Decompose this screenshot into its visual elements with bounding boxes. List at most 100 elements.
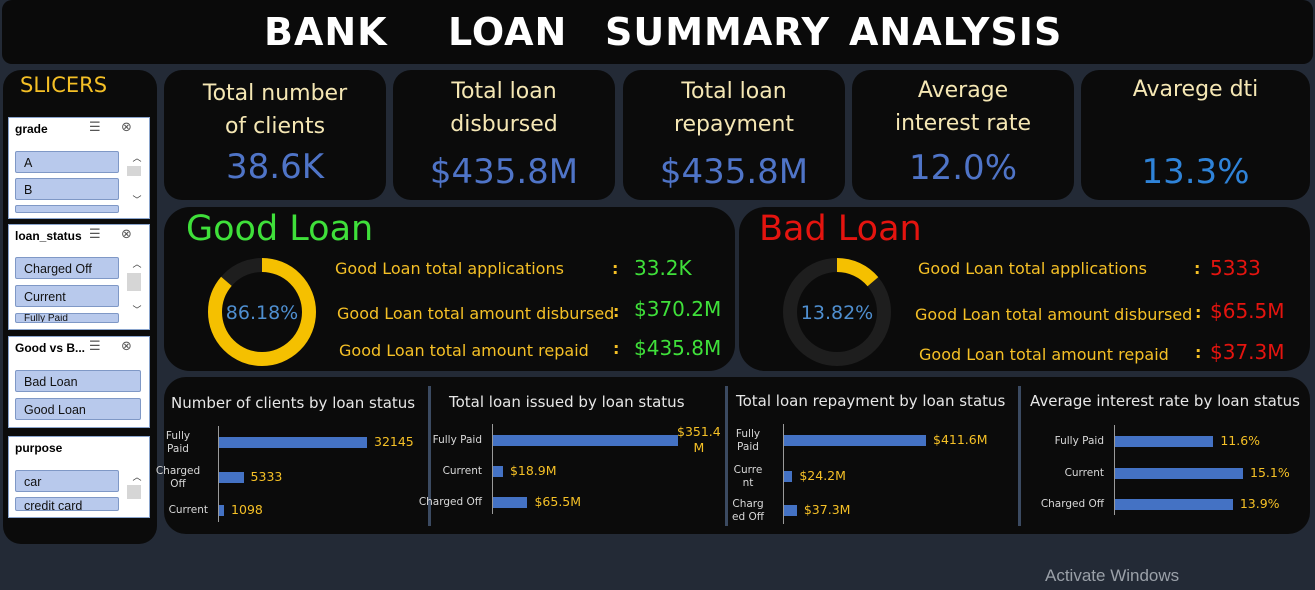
slicer-loan-status[interactable]: loan_status ☰ ⊗ Charged Off Current Full… [8, 224, 150, 330]
slicer-purpose[interactable]: purpose car credit card ︿ [8, 436, 150, 518]
donut-arc [783, 258, 891, 366]
good-loan-row-label: Good Loan total amount disbursed [337, 304, 615, 323]
bad-loan-row-value: 5333 [1210, 256, 1261, 280]
chart-data-label: 11.6% [1220, 433, 1261, 448]
scrollbar-thumb[interactable] [127, 166, 141, 176]
good-loan-panel: Good Loan 86.18% Good Loan total applica… [164, 207, 735, 371]
title-word-bank: BANK [264, 10, 388, 54]
scroll-down-icon[interactable]: ﹀ [132, 306, 142, 316]
chart-data-label: $37.3M [803, 502, 851, 517]
scroll-up-icon[interactable]: ︿ [132, 154, 142, 164]
chart-data-label: $65.5M [534, 494, 582, 509]
clear-filter-icon[interactable]: ⊗ [121, 339, 132, 354]
scrollbar-thumb[interactable] [127, 485, 141, 499]
kpi-label: Average [917, 78, 1009, 103]
chart-category-label: Current [168, 504, 208, 516]
donut-arc [208, 258, 316, 366]
kpi-card-interest: Average interest rate 12.0% [852, 70, 1074, 200]
kpi-value: 13.3% [1141, 152, 1250, 192]
good-loan-title: Good Loan [186, 209, 374, 249]
slicer-loan-status-label: loan_status [15, 229, 82, 243]
slicers-title: SLICERS [20, 73, 108, 97]
slicer-item-charged-off[interactable]: Charged Off [15, 257, 119, 279]
good-loan-row-value: $435.8M [634, 336, 722, 360]
slicer-item-bad-loan[interactable]: Bad Loan [15, 370, 141, 392]
chart-bar [493, 435, 678, 446]
multi-select-icon[interactable]: ☰ [89, 120, 101, 135]
good-loan-row-label: Good Loan total amount repaid [339, 341, 589, 360]
bad-loan-panel: Bad Loan 13.82% Good Loan total applicat… [739, 207, 1310, 371]
clear-filter-icon[interactable]: ⊗ [121, 227, 132, 242]
chart-bar [219, 472, 244, 483]
chart-category-label: Charged Off [1040, 498, 1104, 510]
scroll-up-icon[interactable]: ︿ [132, 260, 142, 270]
kpi-label: interest rate [894, 111, 1032, 136]
clear-filter-icon[interactable]: ⊗ [121, 120, 132, 135]
bad-loan-donut: 13.82% [783, 258, 891, 366]
chart-data-label: 15.1% [1250, 465, 1290, 480]
bad-loan-row-label: Good Loan total amount repaid [919, 345, 1169, 364]
activate-windows-watermark: Activate Windows [1045, 566, 1180, 585]
scroll-down-icon[interactable]: ﹀ [132, 196, 142, 206]
chart-data-label: 5333 [250, 469, 283, 484]
chart-category-label: Fully Paid [432, 434, 482, 446]
scroll-up-icon[interactable]: ︿ [132, 473, 142, 483]
chart-category-label: Fully Paid [1054, 435, 1104, 447]
chart-bar [784, 435, 926, 446]
chart-data-label: $351.4 M [677, 424, 721, 455]
slicer-grade-label: grade [15, 122, 48, 136]
chart-bar [1115, 468, 1243, 479]
slicer-grade[interactable]: grade ☰ ⊗ A B ︿ ﹀ [8, 117, 150, 219]
chart-axis [492, 424, 493, 514]
chart-bar [219, 437, 367, 448]
slicer-item-partial[interactable] [15, 205, 119, 213]
chart-title-repayment: Total loan repayment by loan status [736, 392, 1006, 410]
chart-data-label: 32145 [374, 434, 414, 449]
slicer-good-vs-bad[interactable]: Good vs B... ☰ ⊗ Bad Loan Good Loan [8, 336, 150, 428]
chart-title-issued: Total loan issued by loan status [449, 393, 685, 411]
chart-bar [784, 471, 793, 482]
chart-axis [218, 426, 219, 522]
slicer-item-fully-paid[interactable]: Fully Paid [15, 313, 119, 323]
chart-category-label: Charged Off [155, 465, 201, 490]
multi-select-icon[interactable]: ☰ [89, 339, 101, 354]
kpi-value: 38.6K [226, 147, 324, 187]
chart-bar [784, 505, 797, 516]
kpi-card-repayment: Total loan repayment $435.8M [623, 70, 845, 200]
slicer-item-good-loan[interactable]: Good Loan [15, 398, 141, 420]
good-loan-donut: 86.18% [208, 258, 316, 366]
colon: : [1195, 303, 1202, 322]
chart-bar [493, 497, 528, 508]
good-loan-row-value: $370.2M [634, 297, 722, 321]
slicer-item-car[interactable]: car [15, 470, 119, 492]
colon: : [612, 259, 619, 278]
chart-bar [493, 466, 503, 477]
chart-category-label: Current [442, 465, 482, 477]
good-loan-row-label: Good Loan total applications [335, 259, 564, 278]
chart-divider [725, 386, 728, 526]
bad-loan-row-label: Good Loan total amount disbursed [915, 305, 1193, 324]
slicer-item-credit-card[interactable]: credit card [15, 497, 119, 511]
bad-loan-percent: 13.82% [801, 302, 873, 324]
slicer-purpose-label: purpose [15, 441, 63, 455]
slicer-item-a[interactable]: A [15, 151, 119, 173]
scrollbar-thumb[interactable] [127, 273, 141, 291]
chart-category-label: Charged Off [418, 496, 482, 508]
chart-bar [219, 505, 225, 516]
title-word-loan: LOAN [448, 10, 568, 54]
slicer-item-current[interactable]: Current [15, 285, 119, 307]
kpi-label: of clients [224, 114, 326, 139]
kpi-card-disbursed: Total loan disbursed $435.8M [393, 70, 615, 200]
colon: : [1195, 343, 1202, 362]
chart-category-label: Fully Paid [735, 428, 761, 453]
chart-axis [1114, 425, 1115, 515]
chart-data-label: $411.6M [933, 432, 988, 447]
good-loan-percent: 86.18% [226, 302, 298, 324]
chart-divider [1018, 386, 1021, 526]
colon: : [1194, 259, 1201, 278]
multi-select-icon[interactable]: ☰ [89, 227, 101, 242]
slicer-item-b[interactable]: B [15, 178, 119, 200]
kpi-card-dti: Avarege dti 13.3% [1081, 70, 1310, 200]
